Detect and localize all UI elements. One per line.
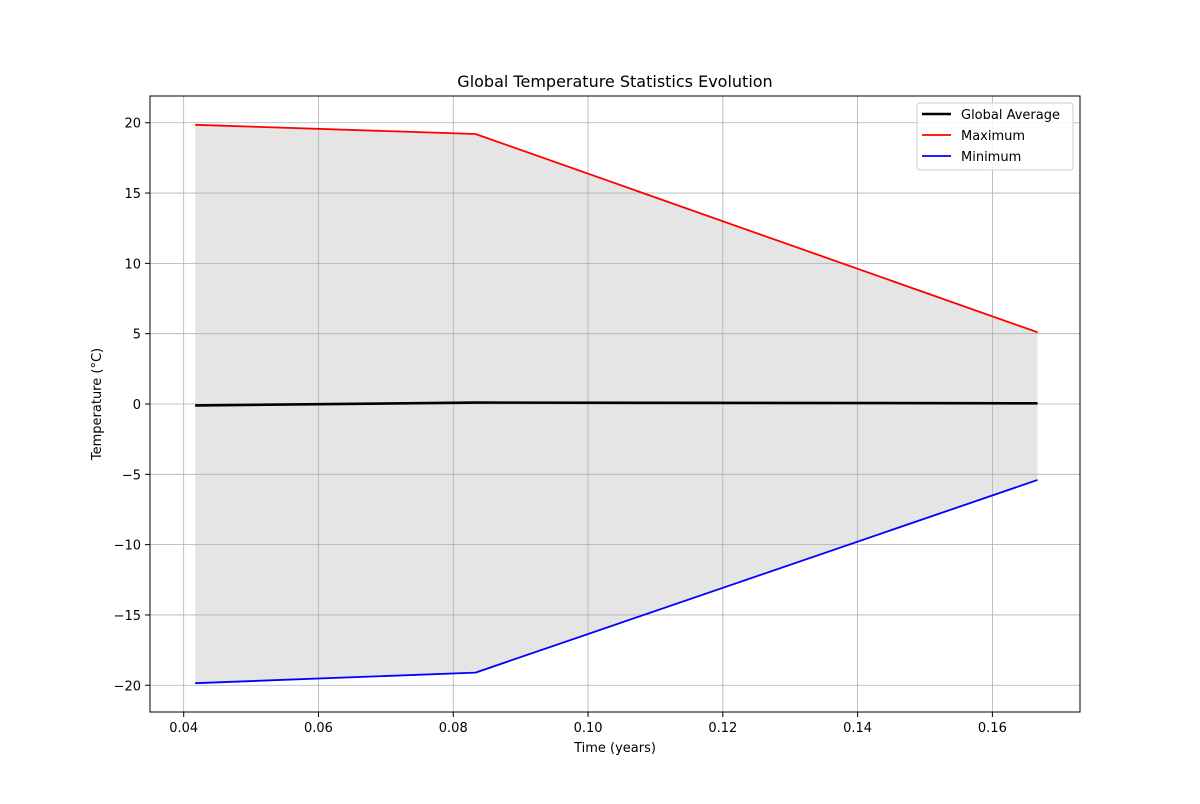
legend-box xyxy=(916,102,1074,171)
x-tick-label: 0.14 xyxy=(843,721,872,736)
series-line-global-average xyxy=(195,401,1038,407)
legend-label: Maximum xyxy=(961,129,1025,144)
x-tick-label: 0.06 xyxy=(304,721,333,736)
y-tick-label: 15 xyxy=(124,187,141,202)
x-tick-label: 0.16 xyxy=(978,721,1007,736)
y-tick-label: 10 xyxy=(124,257,141,272)
chart-title: Global Temperature Statistics Evolution xyxy=(457,72,772,91)
x-tick-label: 0.12 xyxy=(708,721,737,736)
y-tick-label: −10 xyxy=(114,539,141,554)
series-line-minimum xyxy=(195,479,1038,685)
y-tick-label: 5 xyxy=(133,328,141,343)
legend-label: Minimum xyxy=(961,150,1021,165)
x-tick-label: 0.10 xyxy=(574,721,603,736)
y-tick-label: 20 xyxy=(124,117,141,132)
y-tick-label: 0 xyxy=(133,398,141,413)
y-axis-label: Temperature (°C) xyxy=(90,348,105,461)
legend: Global Average Maximum Minimum xyxy=(916,102,1074,171)
x-axis-label: Time (years) xyxy=(573,741,656,756)
y-tick-label: −5 xyxy=(122,468,141,483)
legend-label: Global Average xyxy=(961,108,1060,123)
x-tick-label: 0.08 xyxy=(439,721,468,736)
series-line-maximum xyxy=(195,123,1038,334)
x-tick-label: 0.04 xyxy=(169,721,198,736)
y-tick-label: −20 xyxy=(114,679,141,694)
y-tick-label: −15 xyxy=(114,609,141,624)
